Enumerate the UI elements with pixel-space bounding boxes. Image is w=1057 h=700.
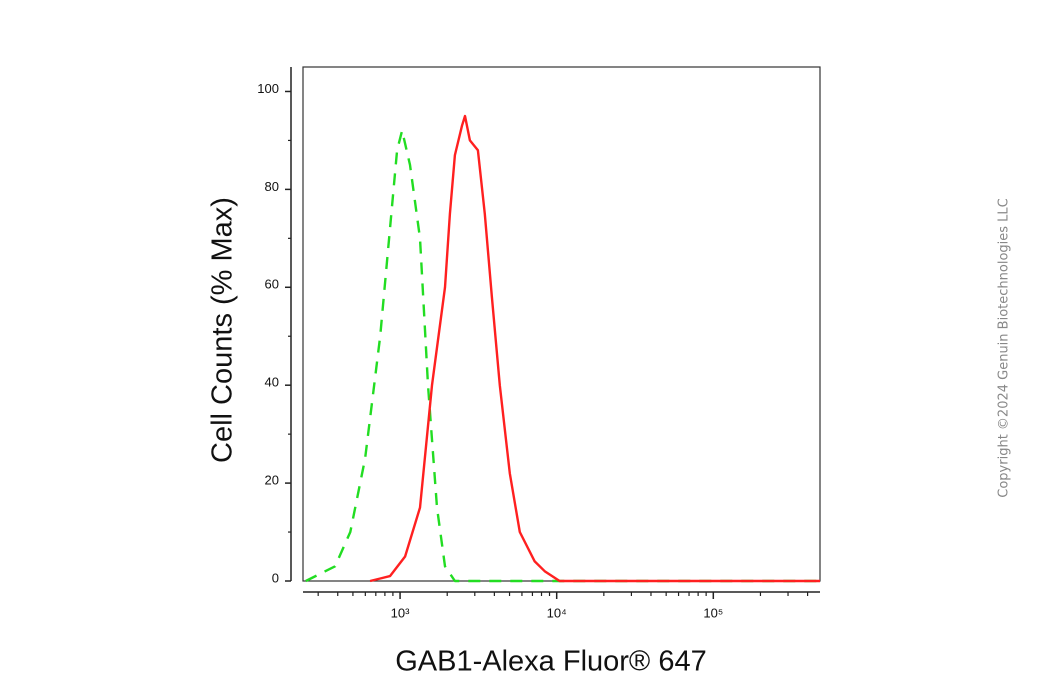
y-axis-label: Cell Counts (% Max) [207, 197, 239, 463]
x-axis-label: GAB1-Alexa Fluor® 647 [395, 646, 707, 678]
x-tick-label: 10⁴ [547, 605, 567, 620]
y-tick-label: 100 [257, 81, 279, 96]
watermark: Copyright ©2024 Genuin Biotechnologies L… [997, 198, 1012, 497]
histogram-line [305, 129, 820, 583]
y-tick-label: 40 [265, 375, 279, 390]
x-tick-label: 10³ [391, 605, 410, 620]
y-tick-label: 60 [265, 277, 279, 292]
y-tick-label: 0 [272, 570, 279, 585]
y-tick-label: 20 [265, 473, 279, 488]
y-tick-label: 80 [265, 179, 279, 194]
x-tick-label: 10⁵ [703, 605, 723, 620]
histogram-line [369, 114, 820, 583]
